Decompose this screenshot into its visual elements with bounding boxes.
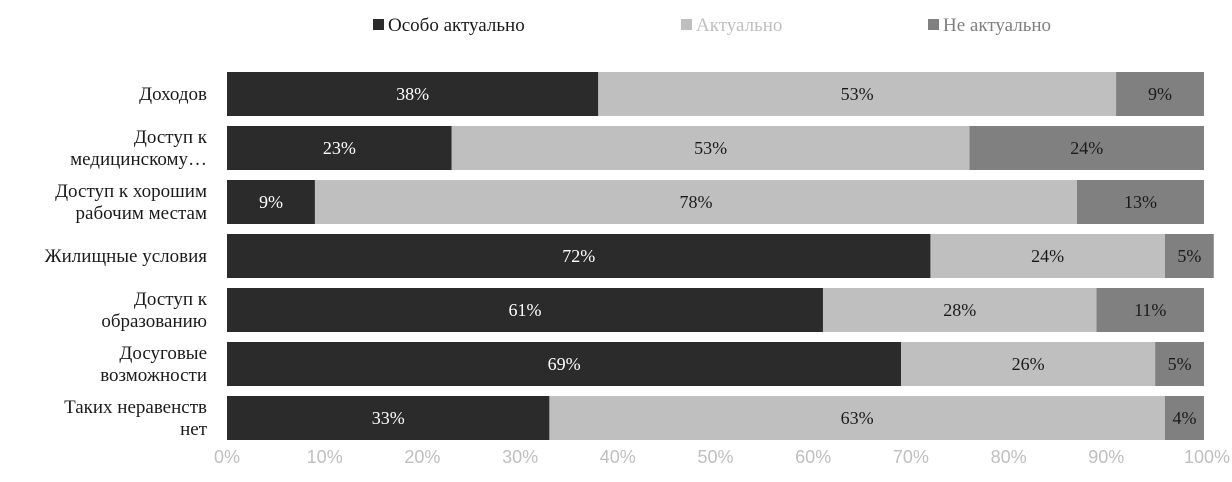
data-label: 9% [1148, 84, 1172, 104]
bar-segment [1096, 288, 1204, 332]
x-tick-label: 90% [1088, 447, 1124, 467]
legend-swatch [928, 19, 939, 30]
data-label: 61% [508, 300, 541, 320]
x-tick-label: 60% [795, 447, 831, 467]
bar-segment [822, 288, 1097, 332]
data-label: 63% [841, 408, 874, 428]
category-label: Доступ к медицинскому… [70, 127, 208, 170]
bar-segment [1076, 180, 1204, 224]
x-tick-label: 100% [1184, 447, 1230, 467]
legend-item: Не актуально [928, 15, 1051, 36]
bar-segment [969, 126, 1204, 170]
bar-segment [930, 234, 1165, 278]
data-label: 33% [372, 408, 405, 428]
data-label: 72% [562, 246, 595, 266]
x-tick-label: 40% [600, 447, 636, 467]
bar-segment [598, 72, 1117, 116]
data-label: 4% [1172, 408, 1196, 428]
bar-segment [549, 396, 1165, 440]
data-label: 28% [943, 300, 976, 320]
category-label: Таких неравенств нет [64, 397, 208, 440]
data-label: 5% [1168, 354, 1192, 374]
x-tick-label: 70% [893, 447, 929, 467]
legend-label: Актуально [696, 15, 782, 36]
bar-segment [451, 126, 970, 170]
bar-segment [1116, 72, 1204, 116]
x-tick-label: 30% [502, 447, 538, 467]
bar-segment [227, 126, 452, 170]
x-tick-label: 80% [991, 447, 1027, 467]
bar-segment [227, 180, 315, 224]
x-axis: 0% 10% 20% 30% 40% 50% 60% 70% 80% 90% 100% [214, 447, 1230, 467]
data-label: 23% [323, 138, 356, 158]
bar-segment [227, 234, 931, 278]
category-label: Доступ к хорошим рабочим местам [55, 181, 207, 224]
x-tick-label: 0% [214, 447, 240, 467]
bar-segment [1164, 396, 1204, 440]
category-label: Досуговые возможности [100, 343, 207, 386]
data-label: 53% [841, 84, 874, 104]
data-label: 5% [1177, 246, 1201, 266]
data-label: 13% [1124, 192, 1157, 212]
data-label: 24% [1070, 138, 1103, 158]
legend-label: Не актуально [943, 15, 1051, 36]
data-label: 26% [1012, 354, 1045, 374]
data-label: 9% [259, 192, 283, 212]
legend-item: Актуально [681, 15, 782, 36]
category-label: Доходов [139, 84, 207, 105]
bar-segment [314, 180, 1077, 224]
bar-segment [901, 342, 1156, 386]
data-label: 53% [694, 138, 727, 158]
x-tick-label: 10% [307, 447, 343, 467]
data-label: 11% [1134, 300, 1166, 320]
legend-swatch [681, 19, 692, 30]
data-label: 78% [679, 192, 712, 212]
legend-item: Особо актуально [373, 15, 525, 36]
data-label: 24% [1031, 246, 1064, 266]
bar-segment [227, 288, 823, 332]
bar-segment [1164, 234, 1214, 278]
bar-segment [1155, 342, 1204, 386]
category-labels: Доходов Доступ к медицинскому… Доступ к хор… [45, 84, 208, 440]
bars: 38% 53% 9% 23% 53% 24% 9% 78% 13% 72% 24% 5% 61% 28% 1… [227, 72, 1214, 440]
bar-segment [227, 72, 599, 116]
bar-segment [227, 342, 902, 386]
x-tick-label: 50% [697, 447, 733, 467]
data-label: 38% [396, 84, 429, 104]
bar-segment [227, 396, 550, 440]
data-label: 69% [548, 354, 581, 374]
category-label: Жилищные условия [45, 246, 208, 267]
legend: Особо актуально Актуально Не актуально [373, 15, 1051, 36]
category-label: Доступ к образованию [101, 289, 207, 332]
x-tick-label: 20% [404, 447, 440, 467]
legend-label: Особо актуально [388, 15, 525, 36]
legend-swatch [373, 19, 384, 30]
